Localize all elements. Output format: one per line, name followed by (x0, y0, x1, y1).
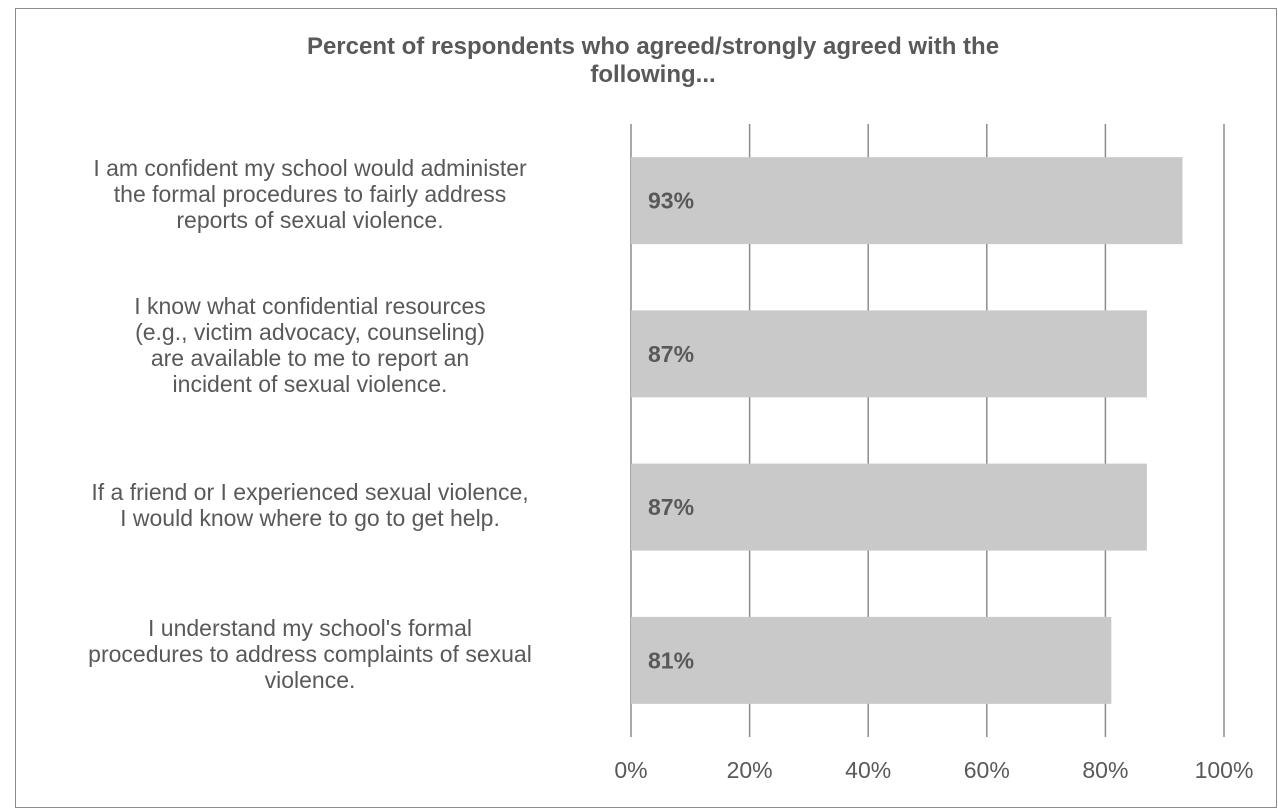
bar-1 (631, 157, 1183, 245)
data-label-3: 87% (648, 494, 694, 520)
bar-2 (631, 310, 1147, 398)
bar-4 (631, 616, 1112, 704)
x-tick-label: 40% (845, 757, 891, 783)
category-label-1: I am confident my school would administe… (93, 155, 527, 233)
x-tick-label: 0% (614, 757, 647, 783)
chart-title: Percent of respondents who agreed/strong… (306, 33, 1000, 88)
data-label-4: 81% (648, 647, 694, 673)
bar-3 (631, 463, 1147, 551)
x-tick-label: 60% (964, 757, 1010, 783)
category-label-3: If a friend or I experienced sexual viol… (91, 479, 529, 531)
data-label-2: 87% (648, 341, 694, 367)
x-tick-label: 100% (1195, 757, 1254, 783)
x-tick-label: 20% (727, 757, 773, 783)
category-label-4: I understand my school's formal procedur… (88, 615, 532, 693)
data-label-1: 93% (648, 188, 694, 214)
category-label-2: I know what confidential resources (e.g.… (134, 293, 486, 397)
x-tick-label: 80% (1082, 757, 1128, 783)
